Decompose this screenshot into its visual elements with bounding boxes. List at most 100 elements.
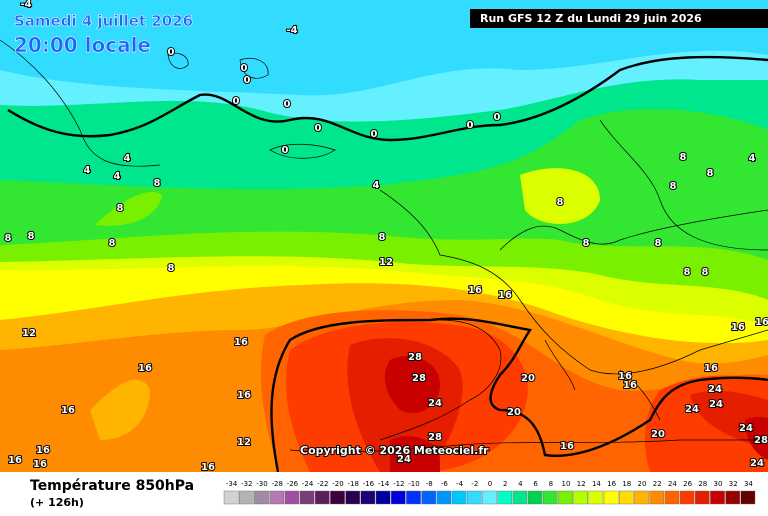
scale-label: -18 (347, 480, 358, 488)
contour-label: 4 (114, 171, 121, 182)
scale-label: 12 (577, 480, 586, 488)
forecast-time: 20:00 locale (14, 33, 151, 57)
scale-swatch (284, 490, 300, 505)
lead-time: (+ 126h) (30, 496, 84, 509)
contour-label: 24 (739, 423, 753, 434)
scale-swatch (436, 490, 452, 505)
scale-label: -26 (287, 480, 299, 488)
scale-label: -6 (441, 480, 449, 488)
scale-label: -32 (241, 480, 252, 488)
contour-label: 24 (685, 404, 699, 415)
contour-label: 8 (379, 232, 386, 243)
contour-label: 12 (379, 257, 393, 268)
scale-label: -14 (378, 480, 390, 488)
scale-swatch (664, 490, 680, 505)
coastlines (0, 39, 768, 453)
contour-label: 4 (84, 165, 91, 176)
contour-label: 12 (22, 328, 36, 339)
temperature-field (0, 0, 768, 473)
contour-label: 28 (428, 432, 442, 443)
scale-label: -28 (271, 480, 282, 488)
scale-swatch (421, 490, 437, 505)
contour-label: 8 (670, 181, 677, 192)
scale-label: 20 (638, 480, 647, 488)
footer-title: Température 850hPa (30, 478, 194, 494)
copyright: Copyright © 2026 Meteociel.fr (300, 444, 489, 457)
contour-label: -4 (286, 25, 297, 36)
scale-swatch (543, 490, 558, 505)
contour-label: 0 (282, 145, 289, 156)
contour-label: 8 (655, 238, 662, 249)
contour-label: 16 (755, 317, 768, 328)
contour-label: 16 (618, 371, 632, 382)
scale-label: 30 (714, 480, 723, 488)
scale-label: 6 (533, 480, 538, 488)
scale-swatch (573, 490, 588, 505)
contour-label: 16 (731, 322, 745, 333)
contour-label: 8 (583, 238, 590, 249)
color-scale: -34 -32 -30 -28 -26 -24 -22 -20 -18 -16 -14 -12 -10-… (223, 480, 756, 505)
scale-swatch (467, 490, 482, 505)
contour-label: 0 (467, 120, 474, 131)
scale-swatch (649, 490, 664, 505)
contour-label: 24 (708, 384, 722, 395)
scale-label: 0 (488, 480, 492, 488)
scale-swatch (558, 490, 573, 505)
contour-label: 0 (241, 63, 248, 74)
contour-label: 16 (498, 290, 512, 301)
contour-label: 8 (702, 267, 709, 278)
forecast-date: Samedi 4 juillet 2026 (14, 12, 193, 30)
contour-label: 16 (623, 380, 637, 391)
contour-label: 8 (117, 203, 124, 214)
contour-label: 4 (749, 153, 756, 164)
scale-swatch (619, 490, 634, 505)
scale-label: -2 (471, 480, 478, 488)
scale-label: 28 (698, 480, 707, 488)
contour-label: 28 (408, 352, 422, 363)
contour-label: 8 (168, 263, 175, 274)
contour-label: 20 (507, 407, 521, 418)
contour-label: 16 (201, 462, 215, 473)
scale-label: -16 (363, 480, 375, 488)
contour-label: 16 (704, 363, 718, 374)
contour-label: 0 (371, 129, 378, 140)
scale-label: 10 (562, 480, 571, 488)
scale-swatch (254, 490, 269, 505)
contour-label: 8 (28, 231, 35, 242)
contour-label: 28 (754, 435, 768, 446)
contour-label: 16 (8, 455, 22, 466)
contour-label: 28 (412, 373, 426, 384)
scale-swatch (725, 490, 740, 505)
scale-swatch (679, 490, 695, 505)
contour-label: 16 (468, 285, 482, 296)
run-info: Run GFS 12 Z du Lundi 29 juin 2026 (480, 12, 702, 25)
contour-label: 16 (234, 337, 248, 348)
contour-label: 0 (494, 112, 501, 123)
scale-label: -4 (456, 480, 464, 488)
scale-swatch (482, 490, 497, 505)
contour-label: 16 (33, 459, 47, 470)
contour-label: 16 (138, 363, 152, 374)
contour-label: 16 (560, 441, 574, 452)
contour-label: 8 (557, 197, 564, 208)
scale-swatch (497, 490, 513, 505)
scale-label: 22 (653, 480, 662, 488)
scale-label: -8 (426, 480, 433, 488)
scale-label: 2 (503, 480, 507, 488)
contour-label: 24 (709, 399, 723, 410)
scale-swatch (391, 490, 406, 505)
scale-swatch (406, 490, 421, 505)
scale-label: 4 (518, 480, 523, 488)
contour-label: 8 (154, 178, 161, 189)
scale-label: -22 (317, 480, 328, 488)
contour-label: 8 (5, 233, 12, 244)
contour-label: 0 (168, 47, 175, 58)
contour-label: 0 (233, 96, 240, 107)
scale-swatch (710, 490, 725, 505)
scale-label: -12 (393, 480, 404, 488)
scale-swatch (269, 490, 285, 505)
scale-swatch (512, 490, 528, 505)
scale-label: -24 (302, 480, 314, 488)
